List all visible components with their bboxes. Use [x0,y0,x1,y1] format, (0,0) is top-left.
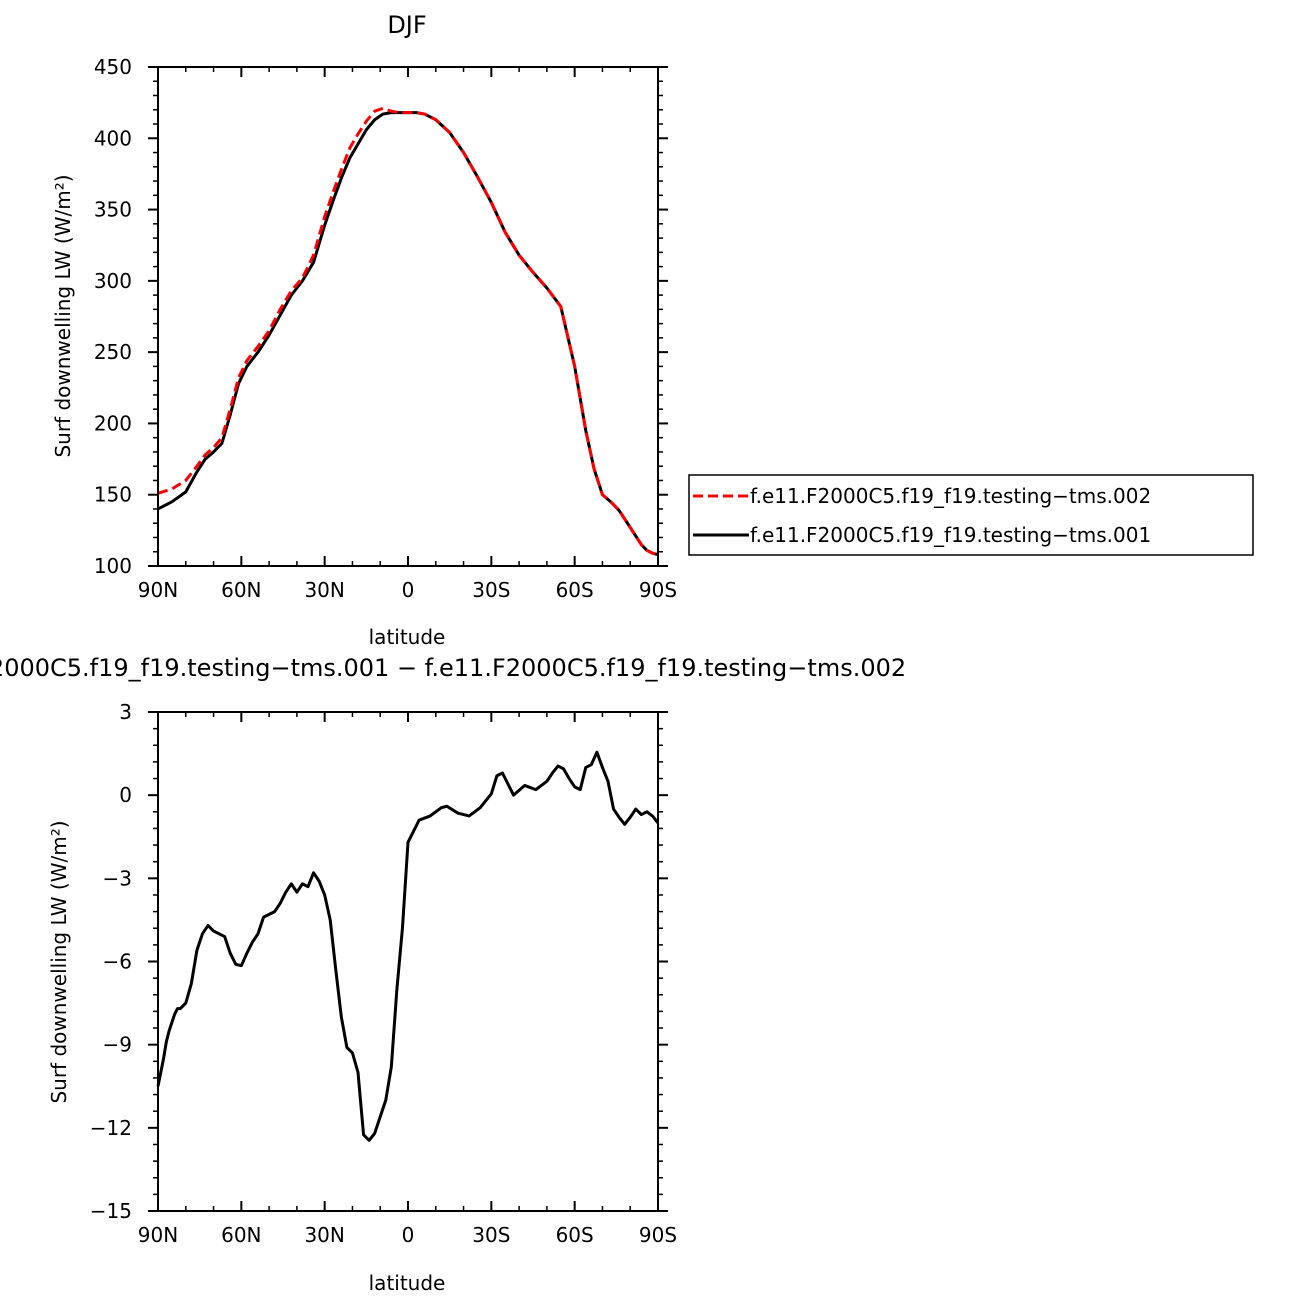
top-panel: DJF 90N 60N 30N 0 30S 60S 90S 100 150 200 250 300 35… [51,11,677,649]
top-xtick-label: 0 [402,578,415,602]
top-panel-frame [157,66,659,567]
top-ytick-label: 100 [94,554,132,578]
bottom-xtick-label: 60N [221,1223,261,1247]
bottom-series-line-0 [156,750,660,1142]
top-panel-lines [157,106,659,557]
top-xtick-label: 30S [472,578,510,602]
top-panel-ticks: 90N 60N 30N 0 30S 60S 90S 100 150 200 250 300 350 400… [94,55,677,602]
top-panel-ylabel: Surf downwelling LW (W/m²) [51,174,75,457]
top-ytick-label: 150 [94,483,132,507]
top-ytick-label: 350 [94,198,132,222]
bottom-xtick-label: 30S [472,1223,510,1247]
top-panel-title: DJF [387,11,426,39]
bottom-xtick-label: 90N [138,1223,178,1247]
bottom-panel-ticks: 90N 60N 30N 0 30S 60S 90S −15 −12 −9 −6 −3 0 3 [90,700,677,1247]
top-series-line-1 [157,111,659,557]
top-xtick-label: 90S [639,578,677,602]
bottom-ytick-label: −6 [103,950,132,974]
bottom-panel-ylabel: Surf downwelling LW (W/m²) [47,820,71,1103]
top-ytick-label: 400 [94,126,132,150]
bottom-xtick-label: 30N [304,1223,344,1247]
bottom-xtick-label: 90S [639,1223,677,1247]
top-xtick-label: 60N [221,578,261,602]
bottom-panel-frame [157,711,659,1212]
top-ytick-label: 250 [94,340,132,364]
top-ytick-label: 200 [94,411,132,435]
legend-box [688,474,1254,556]
bottom-ytick-label: 0 [119,783,132,807]
legend-label-tms001: f.e11.F2000C5.f19_f19.testing−tms.001 [750,523,1151,547]
bottom-ytick-label: 3 [119,700,132,724]
top-ytick-label: 450 [94,55,132,79]
bottom-ytick-label: −15 [90,1199,132,1223]
bottom-panel-xlabel: latitude [369,1271,446,1295]
top-series-line-0 [157,106,659,557]
top-xtick-label: 30N [304,578,344,602]
legend: f.e11.F2000C5.f19_f19.testing−tms.002 f.… [688,474,1254,556]
bottom-panel-lines [156,750,660,1142]
top-ytick-label: 300 [94,269,132,293]
bottom-panel: f.e11.F2000C5.f19_f19.testing−tms.001 − … [0,654,906,1295]
bottom-ytick-label: −3 [103,866,132,890]
top-xtick-label: 90N [138,578,178,602]
legend-label-tms002: f.e11.F2000C5.f19_f19.testing−tms.002 [750,484,1151,508]
top-xtick-label: 60S [556,578,594,602]
bottom-xtick-label: 60S [556,1223,594,1247]
top-panel-xlabel: latitude [369,625,446,649]
bottom-ytick-label: −12 [90,1116,132,1140]
bottom-xtick-label: 0 [402,1223,415,1247]
bottom-panel-title: f.e11.F2000C5.f19_f19.testing−tms.001 − … [0,654,906,682]
bottom-ytick-label: −9 [103,1033,132,1057]
